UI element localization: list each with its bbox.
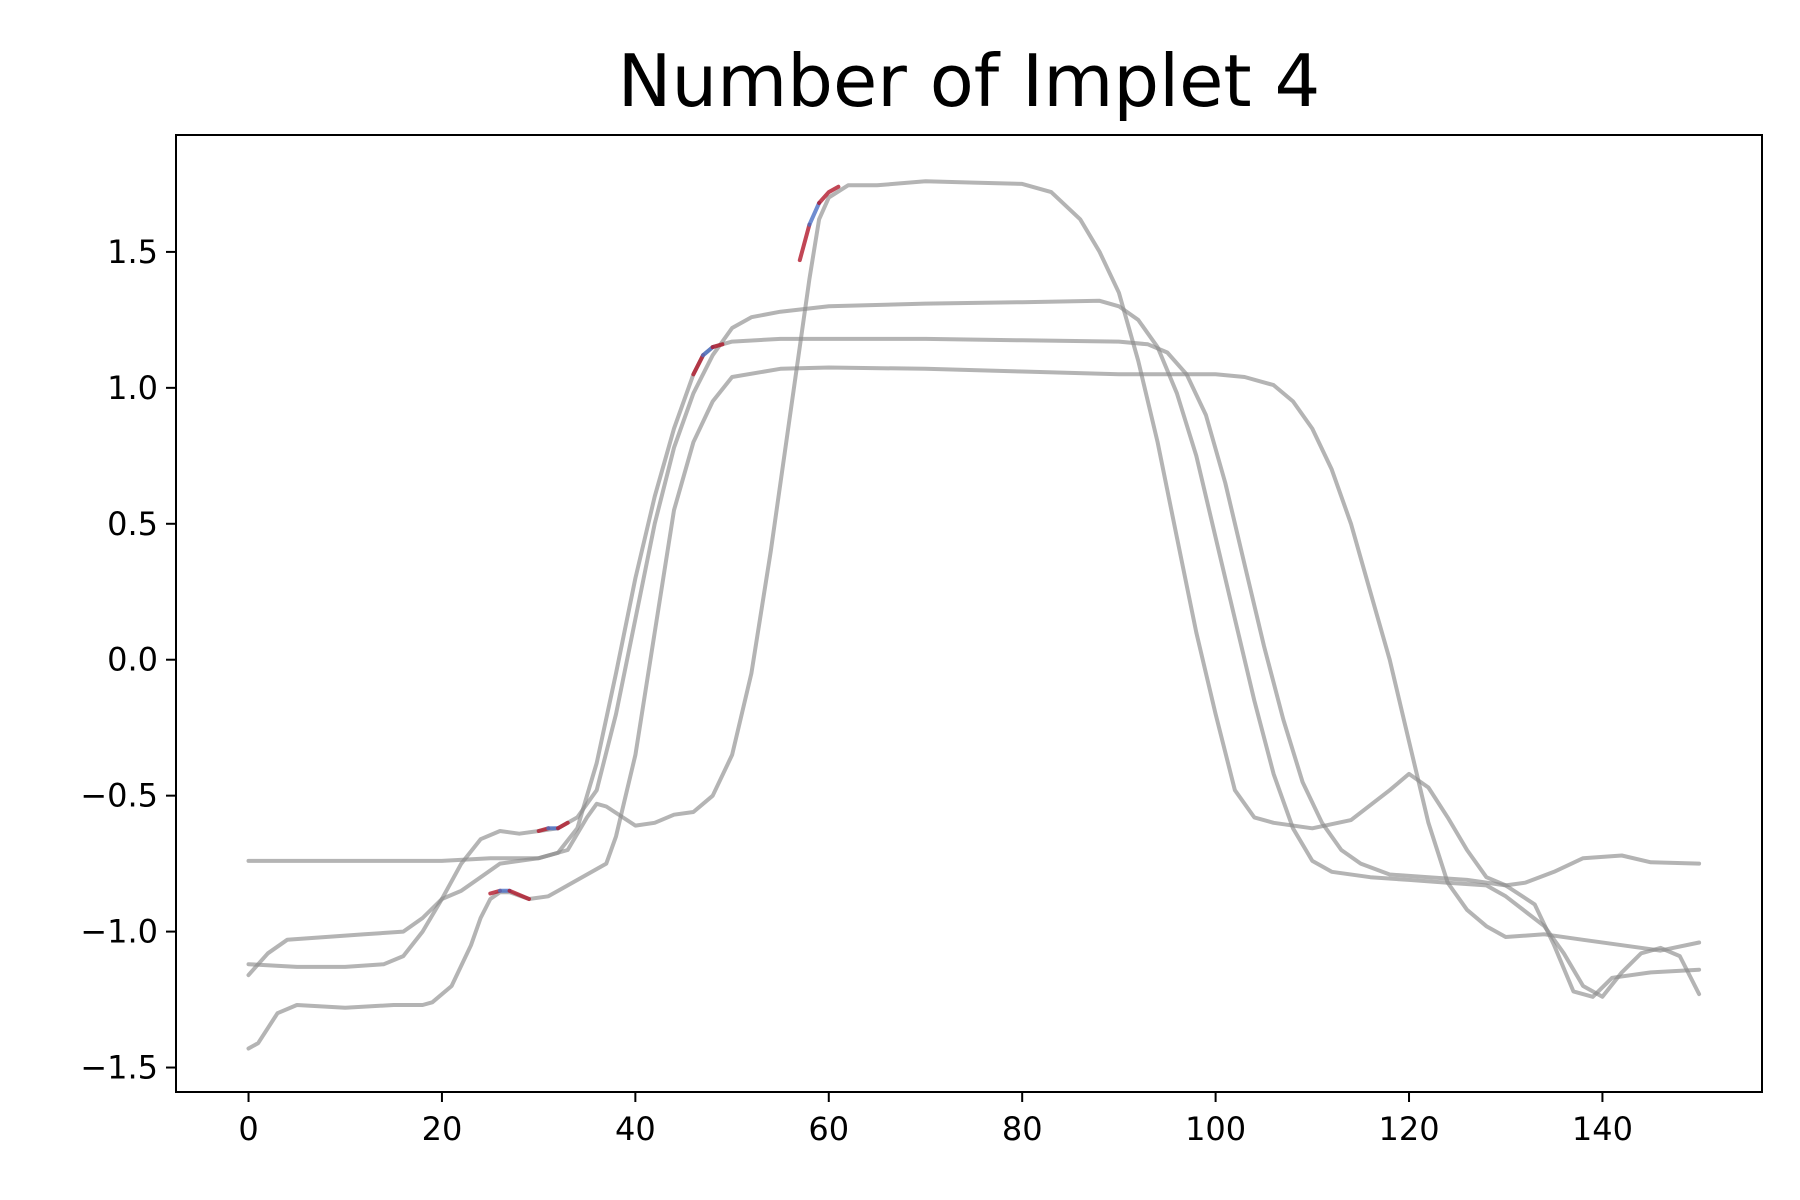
highlight-segment-5 [701, 345, 715, 358]
y-axis: −1.5 −1.0 −0.5 0.0 0.5 1.0 1.5 [80, 233, 176, 1087]
highlight-segment-6 [710, 342, 725, 350]
highlight-segment-9 [556, 820, 570, 831]
y-tick-label: 1.0 [107, 369, 158, 407]
y-tick-label: 0.0 [107, 641, 158, 679]
plot-frame [175, 134, 1763, 1093]
x-tick-label: 60 [808, 1110, 849, 1148]
x-tick-label: 100 [1185, 1110, 1246, 1148]
x-tick-label: 0 [238, 1110, 258, 1148]
y-tick-label: 1.5 [107, 233, 158, 271]
series-line-2 [246, 336, 1702, 999]
highlight-segment-2 [807, 201, 822, 227]
highlight-segment-4 [691, 353, 706, 377]
series-line-1 [246, 179, 1702, 888]
series-layer [246, 179, 1702, 1051]
chart-title: Number of Implet 4 [618, 39, 1321, 123]
x-tick-label: 40 [615, 1110, 656, 1148]
highlight-segment-3 [817, 184, 841, 205]
series-line-4 [246, 365, 1702, 1051]
y-tick-label: −1.5 [80, 1049, 158, 1087]
x-tick-label: 20 [422, 1110, 463, 1148]
highlight-segment-1 [797, 222, 812, 263]
highlight-segment-12 [507, 888, 531, 901]
x-tick-label: 140 [1572, 1110, 1633, 1148]
y-tick-label: −1.0 [80, 913, 158, 951]
x-axis: 0 20 40 60 80 100 120 140 [238, 1092, 1633, 1148]
x-tick-label: 120 [1378, 1110, 1439, 1148]
y-tick-label: 0.5 [107, 505, 158, 543]
x-tick-label: 80 [1002, 1110, 1043, 1148]
highlight-layer [488, 184, 841, 901]
y-tick-label: −0.5 [80, 777, 158, 815]
series-line-3 [246, 298, 1702, 999]
